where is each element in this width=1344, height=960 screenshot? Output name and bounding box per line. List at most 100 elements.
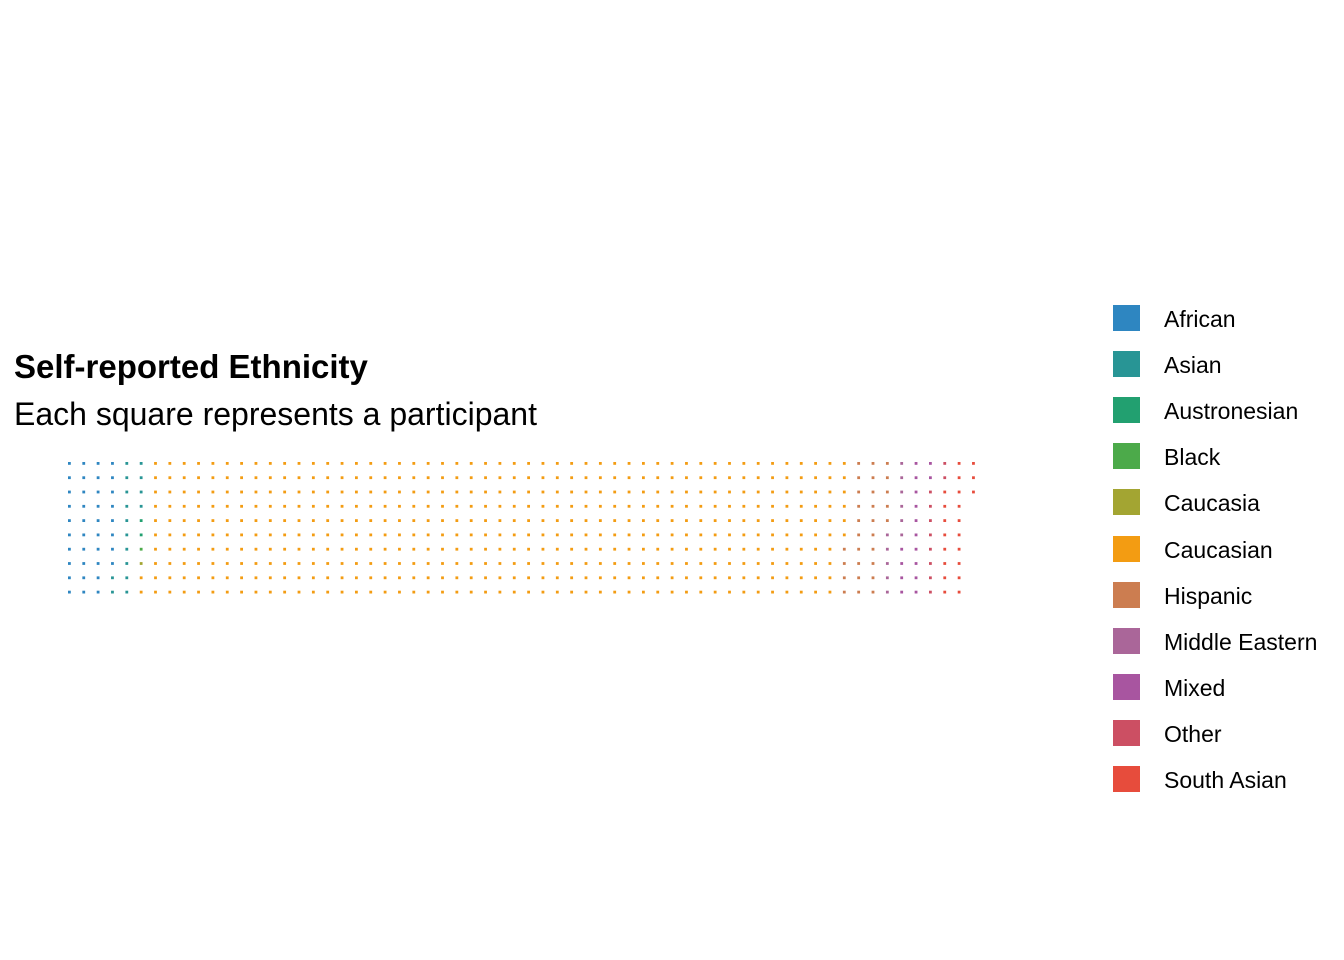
waffle-square-caucasian (326, 519, 330, 522)
waffle-square-caucasian (541, 519, 545, 522)
waffle-square-caucasian (426, 476, 430, 480)
waffle-square-asian (125, 547, 129, 551)
waffle-square-caucasian (728, 476, 731, 480)
waffle-square-caucasian (799, 490, 803, 494)
waffle-square-caucasian (441, 576, 444, 580)
waffle-square-caucasian (527, 547, 530, 551)
waffle-square-caucasian (685, 519, 688, 522)
waffle-square-other (943, 462, 947, 465)
waffle-square-caucasian (182, 533, 186, 537)
waffle-square-caucasian (182, 490, 186, 494)
waffle-square-caucasian (168, 590, 172, 594)
waffle-square-caucasian (742, 576, 746, 580)
legend-item-asian: Asian (1113, 351, 1333, 378)
waffle-square-caucasian (369, 576, 373, 580)
waffle-square-caucasian (814, 462, 817, 465)
waffle-square-south-asian (943, 490, 947, 494)
waffle-square-caucasian (441, 590, 444, 594)
waffle-square-caucasian (771, 590, 774, 594)
waffle-square-caucasian (785, 462, 789, 465)
waffle-square-caucasian (182, 504, 186, 508)
waffle-square-caucasian (326, 590, 330, 594)
waffle-square-caucasian (828, 562, 832, 565)
waffle-square-caucasian (656, 504, 660, 508)
waffle-square-caucasian (656, 490, 660, 494)
waffle-square-caucasian (225, 562, 229, 565)
waffle-square-middle-eastern (885, 590, 889, 594)
waffle-square-caucasian (584, 504, 588, 508)
waffle-square-caucasian (814, 562, 817, 565)
waffle-square-caucasian (699, 462, 703, 465)
waffle-square-caucasian (555, 547, 559, 551)
waffle-square-caucasian (785, 562, 789, 565)
waffle-square-caucasian (742, 476, 746, 480)
waffle-square-hispanic (871, 490, 875, 494)
waffle-square-hispanic (885, 519, 889, 522)
waffle-square-caucasian (268, 504, 272, 508)
waffle-square-caucasian (541, 547, 545, 551)
waffle-square-caucasian (297, 547, 301, 551)
waffle-square-caucasian (799, 533, 803, 537)
waffle-square-caucasian (627, 519, 631, 522)
legend-item-middle-eastern: Middle Eastern (1113, 627, 1333, 655)
waffle-square-south-asian (957, 533, 961, 537)
legend-item-other: Other (1113, 719, 1333, 747)
waffle-square-caucasian (268, 576, 272, 580)
waffle-square-caucasian (283, 462, 287, 465)
waffle-square-caucasian (642, 562, 645, 565)
waffle-square-caucasian (469, 533, 473, 537)
waffle-square-south-asian (943, 533, 947, 537)
waffle-square-caucasian (268, 490, 272, 494)
waffle-square-caucasian (182, 476, 186, 480)
waffle-square-asian (139, 490, 143, 494)
waffle-square-caucasian (613, 476, 617, 480)
waffle-square-mixed (900, 562, 904, 565)
waffle-square-caucasian (627, 490, 631, 494)
waffle-square-caucasian (168, 462, 172, 465)
waffle-square-african (96, 533, 100, 537)
waffle-square-caucasian (197, 533, 200, 537)
waffle-square-caucasian (512, 490, 516, 494)
waffle-square-caucasian (828, 590, 832, 594)
waffle-square-caucasian (685, 576, 688, 580)
waffle-square-caucasian (297, 462, 301, 465)
waffle-square-caucasian (685, 533, 688, 537)
waffle-square-south-asian (957, 476, 961, 480)
waffle-square-south-asian (957, 462, 961, 465)
waffle-square-caucasian (613, 490, 617, 494)
waffle-square-caucasian (785, 576, 789, 580)
waffle-square-caucasian (842, 533, 846, 537)
waffle-square-caucasian (441, 519, 444, 522)
waffle-square-caucasian (756, 462, 760, 465)
waffle-square-caucasian (842, 519, 846, 522)
waffle-square-caucasian (570, 519, 574, 522)
waffle-square-caucasian (771, 476, 774, 480)
waffle-square-hispanic (871, 476, 875, 480)
waffle-square-caucasian (699, 562, 703, 565)
waffle-square-caucasian (613, 547, 617, 551)
waffle-square-caucasian (713, 476, 717, 480)
waffle-square-caucasian (340, 547, 344, 551)
legend-item-caucasia: Caucasia (1113, 489, 1333, 516)
waffle-square-caucasian (512, 519, 516, 522)
waffle-square-other (943, 476, 947, 480)
waffle-square-african (82, 490, 86, 494)
waffle-square-caucasian (756, 504, 760, 508)
waffle-square-caucasian (168, 476, 172, 480)
waffle-square-caucasian (297, 504, 301, 508)
waffle-square-caucasian (225, 590, 229, 594)
waffle-square-caucasian (613, 504, 617, 508)
waffle-square-caucasian (527, 504, 530, 508)
waffle-square-caucasian (254, 504, 258, 508)
waffle-square-mixed (914, 562, 918, 565)
waffle-square-caucasian (498, 562, 502, 565)
waffle-square-caucasian (383, 590, 387, 594)
waffle-square-caucasian (555, 533, 559, 537)
waffle-square-caucasian (340, 504, 344, 508)
waffle-square-caucasian (254, 490, 258, 494)
waffle-square-other (929, 490, 932, 494)
waffle-square-caucasian (728, 533, 731, 537)
waffle-square-caucasian (584, 547, 588, 551)
waffle-square-caucasian (355, 490, 358, 494)
